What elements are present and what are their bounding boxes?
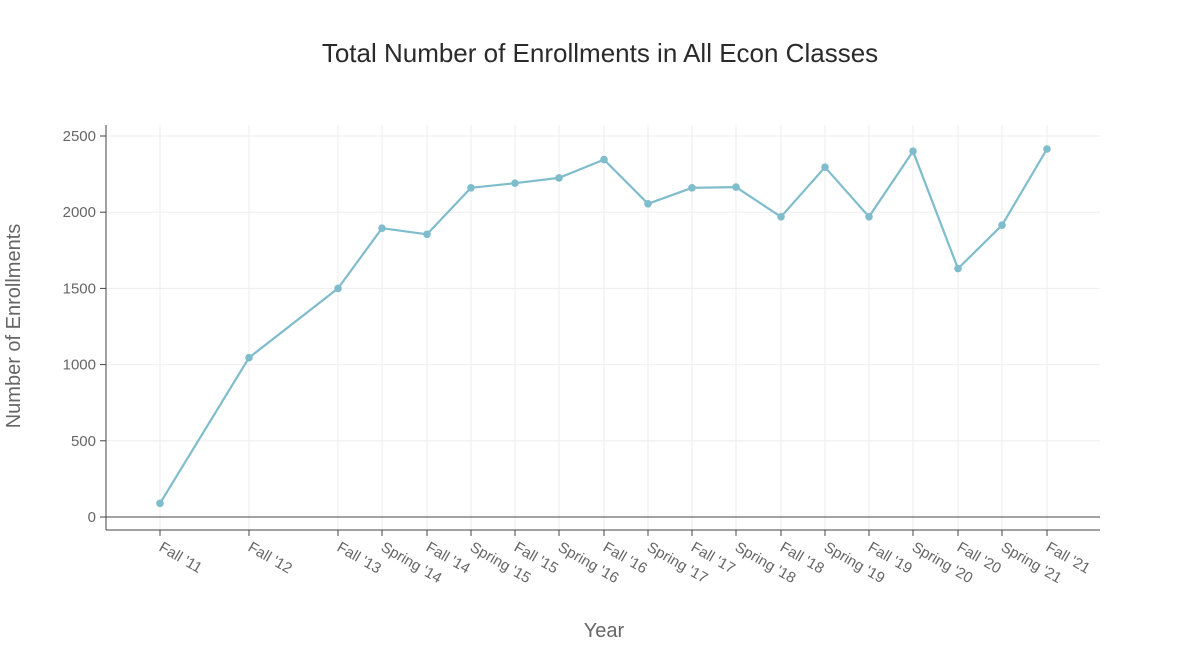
data-point[interactable] <box>511 179 519 187</box>
data-point[interactable] <box>732 183 740 191</box>
data-point[interactable] <box>1043 145 1051 153</box>
x-tick-label: Fall '11 <box>156 539 205 577</box>
data-point[interactable] <box>777 213 785 221</box>
data-point[interactable] <box>600 155 608 164</box>
axes <box>100 125 1100 536</box>
grid <box>106 125 1100 530</box>
data-point[interactable] <box>423 230 431 239</box>
y-tick-label: 1000 <box>63 357 96 374</box>
data-point[interactable] <box>688 184 696 192</box>
y-tick-label: 2500 <box>63 128 96 145</box>
data-point[interactable] <box>245 353 253 362</box>
data-point[interactable] <box>909 147 917 155</box>
y-tick-label: 500 <box>71 433 96 450</box>
tick-labels: 0 500 1000 1500 2000 2500 Fall '11 Fall '12 Fall… <box>63 128 1093 587</box>
x-tick-label: Fall '13 <box>334 539 384 578</box>
data-point[interactable] <box>334 284 342 293</box>
data-point[interactable] <box>821 163 829 171</box>
data-point[interactable] <box>998 221 1006 229</box>
series-enrollments <box>156 145 1051 508</box>
data-point[interactable] <box>644 200 652 208</box>
y-tick-label: 2000 <box>63 204 96 221</box>
y-axis-title: Number of Enrollments <box>3 224 25 429</box>
data-point[interactable] <box>865 213 873 221</box>
data-point[interactable] <box>467 184 475 192</box>
data-point[interactable] <box>378 224 386 232</box>
y-tick-label: 1500 <box>63 280 96 297</box>
data-point[interactable] <box>954 264 962 273</box>
x-tick-label: Fall '12 <box>245 539 295 578</box>
chart-title: Total Number of Enrollments in All Econ … <box>322 38 878 68</box>
data-point[interactable] <box>156 499 164 508</box>
x-axis-title: Year <box>584 620 625 642</box>
y-tick-label: 0 <box>88 509 96 526</box>
data-point[interactable] <box>555 174 563 182</box>
